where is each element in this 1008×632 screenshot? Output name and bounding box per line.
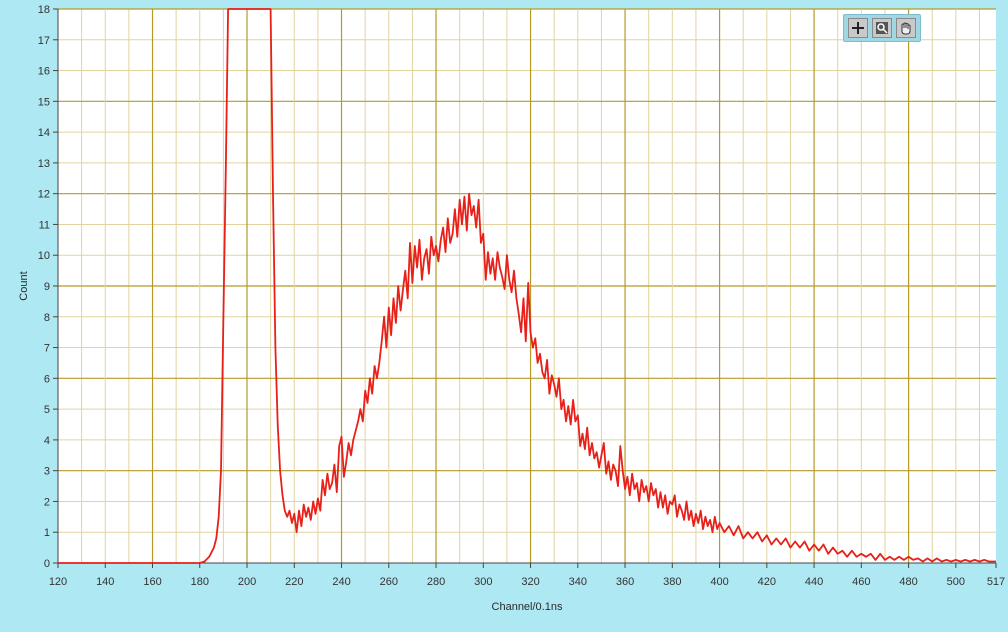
x-tick-label: 320 — [521, 576, 539, 588]
grid-lines — [58, 8, 996, 563]
y-tick-label: 5 — [44, 404, 50, 416]
x-tick-label: 120 — [49, 576, 67, 588]
y-tick-label: 15 — [38, 96, 50, 108]
y-tick-label: 8 — [44, 312, 50, 324]
x-tick-label: 420 — [758, 576, 776, 588]
y-tick-label: 6 — [44, 373, 50, 385]
x-tick-label: 517 — [987, 576, 1005, 588]
y-tick-label: 4 — [44, 435, 50, 447]
x-tick-label: 360 — [616, 576, 634, 588]
y-tick-label: 9 — [44, 281, 50, 293]
y-tick-label: 18 — [38, 4, 50, 16]
y-tick-label: 7 — [44, 343, 50, 355]
x-tick-label: 240 — [332, 576, 350, 588]
y-tick-label: 10 — [38, 250, 50, 262]
y-tick-label: 2 — [44, 496, 50, 508]
zoom-button[interactable] — [872, 18, 892, 38]
crosshair-cursor-icon — [852, 22, 864, 34]
x-tick-label: 280 — [427, 576, 445, 588]
y-tick-label: 1 — [44, 527, 50, 539]
x-tick-label: 300 — [474, 576, 492, 588]
x-tick-label: 380 — [663, 576, 681, 588]
y-tick-label: 3 — [44, 466, 50, 478]
x-tick-label: 460 — [852, 576, 870, 588]
x-tick-label: 480 — [899, 576, 917, 588]
x-tick-label: 440 — [805, 576, 823, 588]
x-tick-label: 340 — [569, 576, 587, 588]
series-layer — [58, 8, 996, 564]
pan-hand-icon — [901, 22, 911, 35]
graph-palette-toolbar — [843, 14, 921, 42]
zoom-icon — [876, 22, 888, 34]
x-tick-label: 220 — [285, 576, 303, 588]
series-line-0 — [58, 8, 996, 564]
y-axis-label: Count — [18, 271, 30, 300]
y-tick-label: 14 — [38, 127, 50, 139]
x-tick-label: 200 — [238, 576, 256, 588]
y-tick-label: 17 — [38, 35, 50, 47]
y-tick-label: 11 — [39, 219, 50, 231]
y-tick-label: 12 — [38, 189, 50, 201]
x-tick-label: 400 — [710, 576, 728, 588]
y-tick-label: 16 — [38, 66, 50, 78]
x-axis-label: Channel/0.1ns — [492, 601, 563, 613]
x-tick-label: 260 — [380, 576, 398, 588]
crosshair-cursor-button[interactable] — [848, 18, 868, 38]
x-tick-label: 500 — [947, 576, 965, 588]
pan-hand-button[interactable] — [896, 18, 916, 38]
y-tick-label: 0 — [44, 558, 50, 570]
x-tick-label: 160 — [143, 576, 161, 588]
x-tick-label: 140 — [96, 576, 114, 588]
x-tick-label: 180 — [191, 576, 209, 588]
y-tick-label: 13 — [38, 158, 50, 170]
